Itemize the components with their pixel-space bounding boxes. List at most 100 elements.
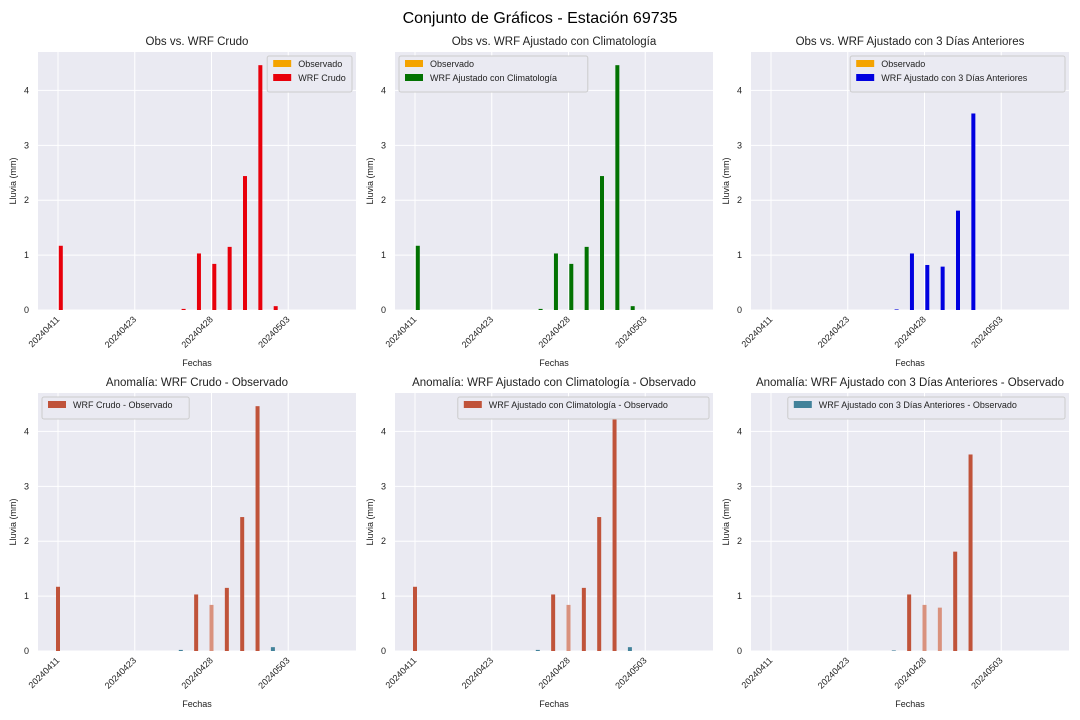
bar — [224, 587, 229, 651]
x-tick-label: 20240428 — [180, 314, 215, 349]
legend: Observado WRF Crudo — [266, 55, 353, 93]
chart-panel-6: 0 1 2 3 4 20240411 20240423 20240428 20240503 Ano… — [721, 377, 1069, 709]
x-axis-label: Fechas — [539, 358, 569, 368]
bar — [940, 266, 945, 310]
bar — [956, 210, 960, 310]
y-tick-label: 3 — [381, 140, 386, 150]
x-tick-label: 20240503 — [256, 314, 291, 349]
y-tick-label: 2 — [381, 195, 386, 205]
x-tick-label: 20240503 — [613, 655, 648, 690]
bar — [615, 65, 620, 310]
bar — [538, 308, 543, 310]
y-tick-label: 2 — [24, 195, 29, 205]
y-tick-label: 4 — [24, 85, 29, 95]
bar — [415, 245, 420, 310]
y-tick-label: 1 — [381, 591, 386, 601]
legend-label: WRF Ajustado con Climatología — [430, 73, 557, 83]
y-tick-label: 0 — [381, 646, 386, 656]
chart-panel-5: 0 1 2 3 4 20240411 20240423 20240428 20240503 Ano… — [365, 377, 713, 709]
legend-box — [787, 396, 1066, 420]
x-tick-label: 20240411 — [384, 314, 419, 349]
y-axis-label: Lluvia (mm) — [8, 157, 18, 204]
x-tick-label: 20240411 — [740, 655, 775, 690]
legend-swatch — [793, 401, 812, 408]
subplot-title: Anomalía: WRF Ajustado con 3 Días Anteri… — [756, 377, 1064, 389]
x-tick-label: 20240411 — [27, 655, 62, 690]
x-tick-label: 20240423 — [460, 655, 495, 690]
bar — [243, 176, 247, 310]
legend-label: WRF Crudo — [298, 73, 346, 83]
x-axis-label: Fechas — [182, 699, 212, 709]
legend: WRF Ajustado con Climatología - Observad… — [457, 396, 710, 420]
bar — [569, 263, 574, 310]
x-axis-label: Fechas — [895, 699, 925, 709]
x-tick-label: 20240428 — [537, 655, 572, 690]
bar — [630, 306, 635, 310]
legend-swatch — [856, 60, 875, 67]
legend: WRF Ajustado con 3 Días Anteriores - Obs… — [787, 396, 1066, 420]
y-tick-label: 1 — [381, 250, 386, 260]
y-tick-label: 2 — [24, 536, 29, 546]
y-tick-label: 4 — [737, 85, 742, 95]
chart-panel-1: 0 1 2 3 4 20240411 20240423 20240428 20240503 Obs… — [8, 36, 356, 368]
bar — [227, 246, 232, 310]
legend-swatch — [273, 74, 292, 81]
legend-label: WRF Crudo - Observado — [73, 400, 173, 410]
subplot-title: Obs vs. WRF Ajustado con Climatología — [452, 36, 657, 48]
bar — [178, 649, 183, 651]
legend-label: WRF Ajustado con 3 Días Anteriores - Obs… — [819, 400, 1017, 410]
y-tick-label: 4 — [737, 426, 742, 436]
bar — [196, 253, 201, 310]
bar — [270, 647, 275, 651]
y-tick-label: 4 — [381, 85, 386, 95]
y-tick-label: 3 — [737, 140, 742, 150]
bar — [581, 587, 586, 651]
y-tick-label: 1 — [737, 250, 742, 260]
chart-panel-2: 0 1 2 3 4 20240411 20240423 20240428 20240503 Obs… — [365, 36, 713, 368]
subplot-title: Obs vs. WRF Ajustado con 3 Días Anterior… — [796, 36, 1025, 48]
y-axis-label: Lluvia (mm) — [721, 498, 731, 545]
legend-swatch — [405, 60, 423, 67]
bar — [212, 263, 217, 310]
legend-label: Observado — [881, 59, 925, 69]
x-tick-label: 20240503 — [613, 314, 648, 349]
x-tick-label: 20240423 — [816, 314, 851, 349]
y-tick-label: 3 — [24, 481, 29, 491]
legend-swatch — [856, 74, 875, 81]
y-axis-label: Lluvia (mm) — [365, 157, 375, 204]
bar — [258, 65, 263, 310]
legend: Observado WRF Ajustado con Climatología — [398, 55, 589, 93]
x-tick-label: 20240503 — [969, 314, 1004, 349]
y-tick-label: 3 — [381, 481, 386, 491]
bar — [907, 594, 912, 651]
x-tick-label: 20240423 — [103, 655, 138, 690]
bar — [937, 607, 942, 651]
bar — [566, 604, 571, 651]
legend-swatch — [48, 401, 66, 408]
subplot-title: Anomalía: WRF Ajustado con Climatología … — [412, 377, 696, 389]
y-tick-label: 2 — [737, 195, 742, 205]
x-tick-label: 20240428 — [537, 314, 572, 349]
bar — [240, 517, 245, 651]
subplot-title: Anomalía: WRF Crudo - Observado — [106, 377, 288, 389]
x-axis-label: Fechas — [539, 699, 569, 709]
bar — [597, 517, 602, 651]
bar — [925, 264, 930, 310]
bar — [56, 586, 60, 651]
x-tick-label: 20240428 — [893, 655, 928, 690]
bar — [894, 309, 899, 310]
y-tick-label: 1 — [24, 591, 29, 601]
x-tick-label: 20240428 — [893, 314, 928, 349]
y-tick-label: 4 — [381, 426, 386, 436]
x-tick-label: 20240503 — [256, 655, 291, 690]
legend-label: WRF Ajustado con 3 Días Anteriores — [881, 73, 1028, 83]
y-tick-label: 0 — [24, 305, 29, 315]
figure-title: Conjunto de Gráficos - Estación 69735 — [402, 10, 678, 27]
x-tick-label: 20240423 — [460, 314, 495, 349]
y-tick-label: 0 — [24, 646, 29, 656]
y-tick-label: 2 — [737, 536, 742, 546]
legend-swatch — [463, 401, 482, 408]
bar — [255, 406, 260, 651]
x-tick-label: 20240423 — [816, 655, 851, 690]
